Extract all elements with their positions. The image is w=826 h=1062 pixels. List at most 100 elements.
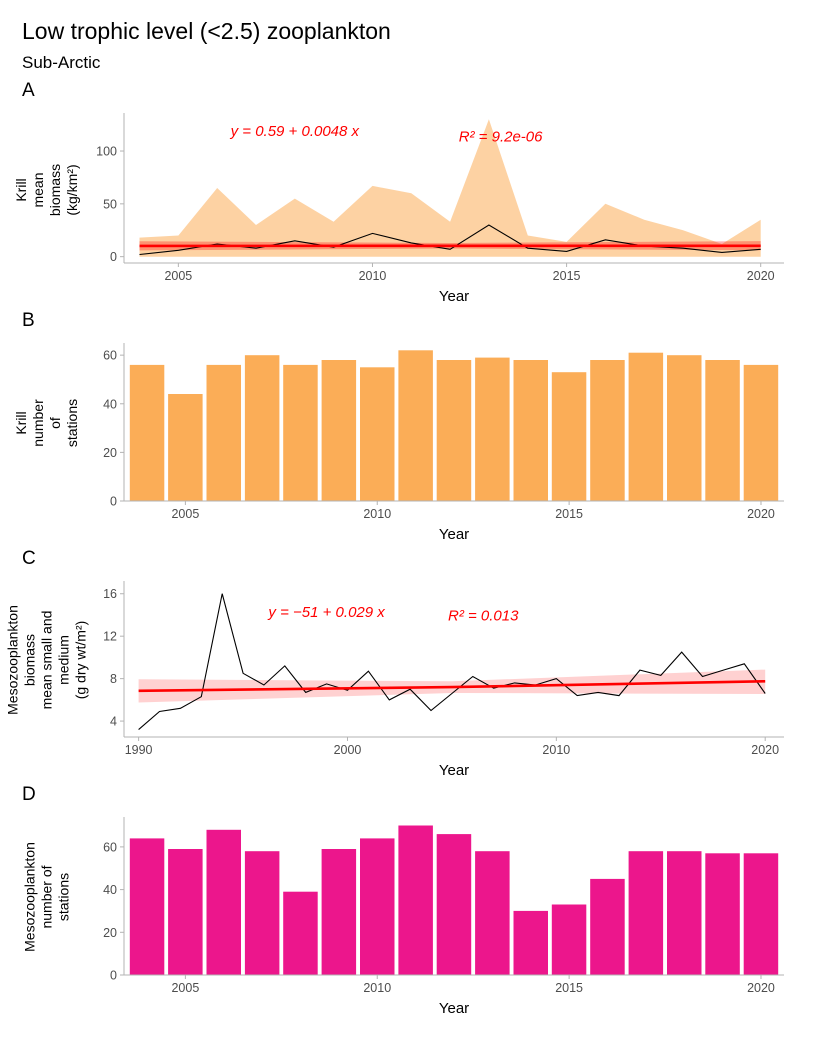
bar bbox=[743, 364, 779, 501]
y-tick-label: 4 bbox=[110, 715, 117, 729]
regression-annotation: y = −51 + 0.029 x bbox=[267, 604, 385, 621]
panel-a-y-axis-label: Krill mean biomass (kg/km²) bbox=[12, 163, 81, 216]
bar bbox=[321, 849, 357, 975]
bar bbox=[743, 853, 779, 975]
y-tick-label: 16 bbox=[103, 587, 117, 601]
bar bbox=[436, 360, 472, 501]
panel-c-chart: 1990 2000 2010 2020 4 8 12 16 Year y = −51 + 0.02… bbox=[103, 581, 784, 779]
y-tick-label: 40 bbox=[103, 883, 117, 897]
bar bbox=[513, 360, 548, 501]
panel-a-chart: 2005 2010 2015 2020 0 50 100 Year y = 0.59 + 0.0… bbox=[96, 113, 784, 305]
bar bbox=[590, 360, 625, 501]
panel-a-body: Krill mean biomass (kg/km²) 2005 2010 2015… bbox=[12, 103, 810, 309]
data-ribbon bbox=[139, 119, 761, 257]
y-tick-label: 12 bbox=[103, 630, 117, 644]
bar bbox=[206, 829, 241, 975]
x-tick-label: 1990 bbox=[125, 743, 153, 757]
x-tick-label: 2010 bbox=[542, 743, 570, 757]
panel-d: D Mesozooplankton number of stations 200… bbox=[16, 783, 810, 1021]
figure-title: Low trophic level (<2.5) zooplankton bbox=[22, 18, 391, 44]
bar bbox=[551, 904, 587, 975]
y-tick-label: 100 bbox=[96, 145, 117, 159]
x-tick-label: 2020 bbox=[747, 981, 775, 995]
panel-d-body: Mesozooplankton number of stations 2005 2… bbox=[16, 807, 810, 1021]
x-tick-label: 2010 bbox=[363, 507, 391, 521]
bar bbox=[475, 851, 510, 975]
x-axis-title: Year bbox=[439, 762, 469, 779]
x-tick-label: 2005 bbox=[164, 269, 192, 283]
bar bbox=[705, 360, 740, 501]
x-tick-label: 2005 bbox=[171, 507, 199, 521]
x-tick-label: 2010 bbox=[363, 981, 391, 995]
panel-b-y-axis-label: Krill number of stations bbox=[12, 398, 81, 447]
bar bbox=[283, 891, 318, 975]
x-tick-label: 2015 bbox=[555, 981, 583, 995]
panel-b-chart: 2005 2010 2015 2020 0 20 40 60 Year bbox=[103, 343, 784, 543]
regression-line bbox=[138, 680, 766, 693]
x-tick-label: 2020 bbox=[751, 743, 779, 757]
x-tick-label: 2020 bbox=[747, 507, 775, 521]
panel-c-body: Mesozooplankton biomass mean small and m… bbox=[4, 571, 810, 783]
panel-b-ylabel-wrap: Krill number of stations bbox=[12, 333, 81, 547]
y-tick-label: 20 bbox=[103, 446, 117, 460]
y-tick-label: 60 bbox=[103, 840, 117, 854]
figure-page: Low trophic level (<2.5) zooplankton Sub… bbox=[4, 18, 810, 1021]
y-tick-label: 20 bbox=[103, 926, 117, 940]
panel-b: B Krill number of stations 2005 2010 2015 2… bbox=[12, 309, 810, 547]
panel-d-tag: D bbox=[22, 784, 36, 805]
y-tick-label: 8 bbox=[110, 672, 117, 686]
y-tick-label: 40 bbox=[103, 397, 117, 411]
bar bbox=[129, 364, 165, 501]
panel-d-ylabel-wrap: Mesozooplankton number of stations bbox=[16, 807, 78, 1021]
bar bbox=[667, 851, 702, 975]
bar bbox=[206, 364, 241, 501]
y-tick-label: 0 bbox=[110, 969, 117, 983]
bar bbox=[168, 394, 203, 501]
bar bbox=[321, 360, 357, 501]
bar bbox=[360, 838, 395, 975]
bar bbox=[551, 372, 587, 501]
x-tick-label: 2010 bbox=[359, 269, 387, 283]
bar bbox=[283, 364, 318, 501]
bar bbox=[436, 834, 472, 975]
x-tick-label: 2000 bbox=[334, 743, 362, 757]
panel-b-tag: B bbox=[22, 310, 35, 331]
bar bbox=[628, 352, 664, 501]
panel-d-chart: 2005 2010 2015 2020 0 20 40 60 Year bbox=[103, 817, 784, 1017]
x-axis-title: Year bbox=[439, 1000, 469, 1017]
panel-a-tag: A bbox=[22, 80, 35, 101]
bar bbox=[705, 853, 740, 975]
bar bbox=[475, 357, 510, 501]
bar bbox=[244, 355, 280, 501]
panel-b-body: Krill number of stations 2005 2010 2015 202… bbox=[12, 333, 810, 547]
regression-annotation: R² = 0.013 bbox=[448, 607, 519, 624]
x-tick-label: 2015 bbox=[555, 507, 583, 521]
bar bbox=[244, 851, 280, 975]
x-tick-label: 2020 bbox=[747, 269, 775, 283]
panel-c-tag: C bbox=[22, 548, 36, 569]
x-axis-title: Year bbox=[439, 288, 469, 305]
panel-c: C Mesozooplankton biomass mean small and… bbox=[4, 547, 810, 783]
bar bbox=[168, 849, 203, 975]
bar bbox=[628, 851, 664, 975]
x-tick-label: 2005 bbox=[171, 981, 199, 995]
regression-annotation: y = 0.59 + 0.0048 x bbox=[230, 123, 360, 140]
panel-a: A Krill mean biomass (kg/km²) 2005 2010 20… bbox=[12, 79, 810, 309]
bar bbox=[398, 350, 433, 501]
y-tick-label: 0 bbox=[110, 250, 117, 264]
panel-c-ylabel-wrap: Mesozooplankton biomass mean small and m… bbox=[4, 571, 88, 783]
panel-d-y-axis-label: Mesozooplankton number of stations bbox=[21, 842, 72, 952]
regression-annotation: R² = 9.2e-06 bbox=[459, 129, 543, 146]
bar bbox=[590, 878, 625, 975]
bar bbox=[667, 355, 702, 501]
figure-subtitle: Sub-Arctic bbox=[22, 53, 101, 72]
x-axis-title: Year bbox=[439, 526, 469, 543]
y-tick-label: 50 bbox=[103, 197, 117, 211]
y-tick-label: 0 bbox=[110, 495, 117, 509]
bar bbox=[513, 910, 548, 975]
panel-c-y-axis-label: Mesozooplankton biomass mean small and m… bbox=[4, 605, 89, 715]
y-tick-label: 60 bbox=[103, 349, 117, 363]
bar bbox=[360, 367, 395, 501]
x-tick-label: 2015 bbox=[553, 269, 581, 283]
panel-a-ylabel-wrap: Krill mean biomass (kg/km²) bbox=[12, 103, 81, 309]
